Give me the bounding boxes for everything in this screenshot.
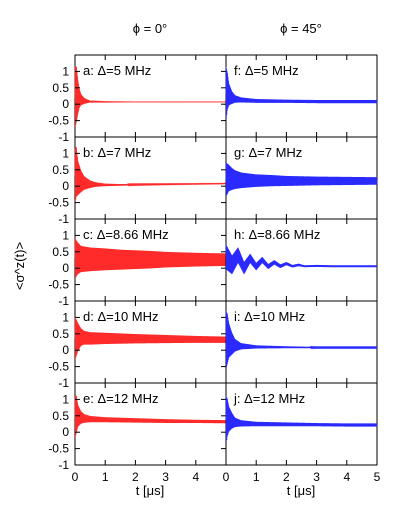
panel-c-label: c: Δ=8.66 MHz [83,227,169,242]
panels-group: a: Δ=5 MHz-0.500.51-1b: Δ=7 MHz-0.500.51… [48,54,381,484]
panel-j-xtick-label: 3 [313,470,320,484]
panel-a-ytick-label: -0.5 [48,114,69,128]
panel-d-label: d: Δ=10 MHz [83,309,159,324]
panel-d: d: Δ=10 MHz -0.5 0 0.5 1 -1 [48,300,227,390]
panel-i-label: i: Δ=10 MHz [234,309,305,324]
panel-b-ytick-label: -0.5 [48,196,69,210]
panel-c-ymin-label: -1 [58,294,69,308]
panel-e-series-line [74,395,227,438]
panel-b-ymin-label: -1 [58,212,69,226]
panel-f: f: Δ=5 MHz [225,54,378,138]
panel-j-xtick-label: 5 [374,470,381,484]
panel-e-ymin-label: -1 [58,458,69,472]
panel-a-label: a: Δ=5 MHz [83,63,151,78]
panel-e-ytick-label: 1 [62,392,69,406]
panel-h-label: h: Δ=8.66 MHz [234,227,320,242]
panel-a-ymin-label: -1 [58,130,69,144]
panel-d-ymin-label: -1 [58,376,69,390]
panel-e-label: e: Δ=12 MHz [83,391,159,406]
panel-d-ytick-label: 0 [62,343,69,357]
panel-e-xtick-label: 0 [72,470,79,484]
panel-e-xtick-label: 3 [162,470,169,484]
column-title-right: ϕ = 45° [280,21,322,36]
x-axis-label-left: t [μs] [136,483,164,498]
panel-b-label: b: Δ=7 MHz [83,145,151,160]
panel-e-ytick-label: -0.5 [48,442,69,456]
y-axis-label: <σ^z(t)> [12,242,27,290]
panel-b: b: Δ=7 MHz -0.5 0 0.5 1 -1 [48,136,227,226]
panel-d-series-line [74,317,227,360]
panel-c-ytick-label: 0 [62,261,69,275]
panel-h-series-line [225,244,378,275]
panel-f-label: f: Δ=5 MHz [234,63,299,78]
panel-e-xtick-label: 4 [192,470,199,484]
panel-e-xtick-label: 2 [132,470,139,484]
panel-e-ytick-label: 0.5 [52,409,69,423]
panel-c-ytick-label: -0.5 [48,278,69,292]
column-title-left: ϕ = 0° [133,21,168,36]
panel-b-series-line [74,146,227,203]
panel-j-xtick-label: 0 [223,470,230,484]
x-axis-label-right: t [μs] [287,483,315,498]
panel-e-ytick-label: 0 [62,425,69,439]
panel-a-series-line [74,66,227,128]
panel-j-series-line [225,395,378,444]
panel-e: e: Δ=12 MHz-0.500.510 1 2 3 4-1 [48,382,227,484]
panel-i-series-line [225,310,378,369]
panel-h: h: Δ=8.66 MHz [225,218,378,302]
panel-d-ytick-label: -0.5 [48,360,69,374]
panel-d-ytick-label: 1 [62,310,69,324]
panel-a-ytick-label: 1 [62,64,69,78]
panel-b-ytick-label: 1 [62,146,69,160]
panel-j-xtick-label: 2 [283,470,290,484]
panel-c-series-line [74,238,227,279]
panel-d-ytick-label: 0.5 [52,327,69,341]
panel-j-xtick-label: 1 [253,470,260,484]
panel-b-ytick-label: 0.5 [52,163,69,177]
panel-j-label: j: Δ=12 MHz [233,391,305,406]
panel-g: g: Δ=7 MHz [225,136,378,220]
panel-c-ytick-label: 0.5 [52,245,69,259]
panel-b-ytick-label: 0 [62,179,69,193]
panel-a: a: Δ=5 MHz -0.5 0 0.5 1 -1 [48,54,227,144]
panel-g-label: g: Δ=7 MHz [234,145,302,160]
panel-c: c: Δ=8.66 MHz -0.5 0 0.5 1 -1 [48,218,227,308]
panel-a-ytick-label: 0.5 [52,81,69,95]
panel-j: j: Δ=12 MHz 0 1 2 3 4 5 [223,382,381,484]
panel-c-ytick-label: 1 [62,228,69,242]
panel-f-series-line [225,66,378,120]
panel-g-series-line [225,162,378,197]
panel-e-xtick-label: 1 [102,470,109,484]
panel-j-xtick-label: 4 [343,470,350,484]
panel-a-ytick-label: 0 [62,97,69,111]
panel-i: i: Δ=10 MHz [225,300,378,384]
